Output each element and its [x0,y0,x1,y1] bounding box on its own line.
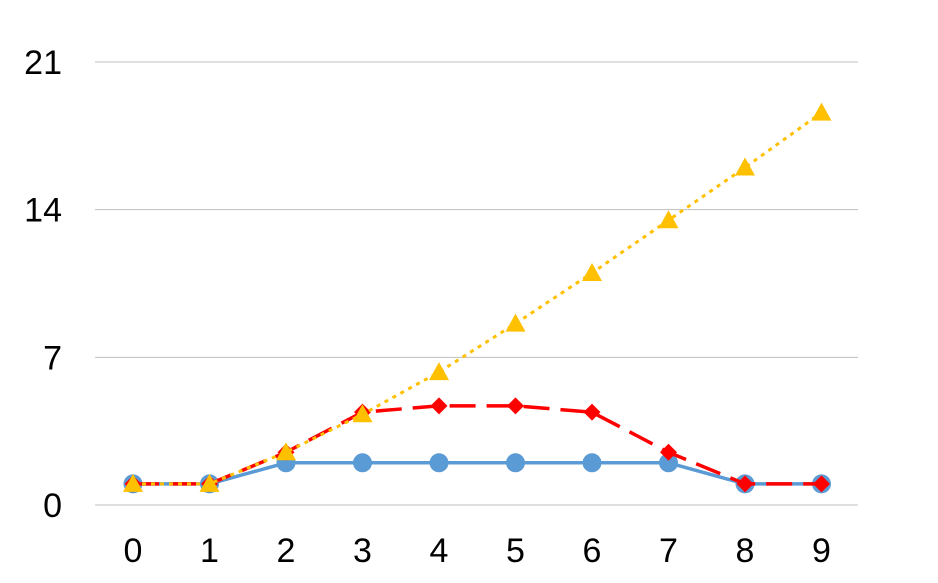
x-tick-label: 0 [124,532,143,570]
series-2-point [582,262,602,281]
series-1-point [583,403,601,421]
series-1-point [507,397,524,415]
x-tick-label: 3 [353,532,372,570]
y-tick-label: 7 [43,339,62,377]
x-tick-label: 7 [659,532,678,570]
series-2-point [276,442,296,461]
series-2-point [505,313,526,332]
series-1-point [660,443,677,461]
x-axis-tick-labels: 0 1 2 3 4 5 6 7 8 9 [124,532,831,570]
x-tick-label: 4 [430,532,449,570]
x-tick-label: 5 [506,532,525,570]
series-0-point [659,453,678,473]
series-1-point [430,397,448,415]
y-tick-label: 14 [24,192,62,230]
series-2 [123,102,832,492]
y-tick-label: 21 [24,44,62,82]
y-axis-tick-labels: 0 7 14 21 [24,44,62,525]
series-2-point [429,362,449,381]
series-2-point [658,210,679,229]
x-tick-label: 2 [277,532,296,570]
series-1-point [736,475,754,493]
series-2-point [811,102,832,121]
x-tick-label: 8 [736,532,755,570]
series-0 [123,453,831,494]
y-tick-label: 0 [43,487,62,525]
series-1-line [133,404,822,486]
series-0-line [133,461,822,486]
series-0-point [506,453,525,473]
x-tick-label: 6 [583,532,602,570]
series-0-point [429,453,449,473]
x-tick-label: 1 [200,532,219,570]
series-1-point [813,475,830,493]
series-2-point [199,473,220,492]
series-0-point [353,453,372,473]
gridlines [95,61,858,506]
series-2-point [123,473,143,492]
series-2-point [352,404,373,423]
series-2-point [735,157,755,176]
series-group [123,102,832,494]
series-0-point [582,453,602,473]
series-2-line [133,111,823,486]
x-tick-label: 9 [812,532,831,570]
